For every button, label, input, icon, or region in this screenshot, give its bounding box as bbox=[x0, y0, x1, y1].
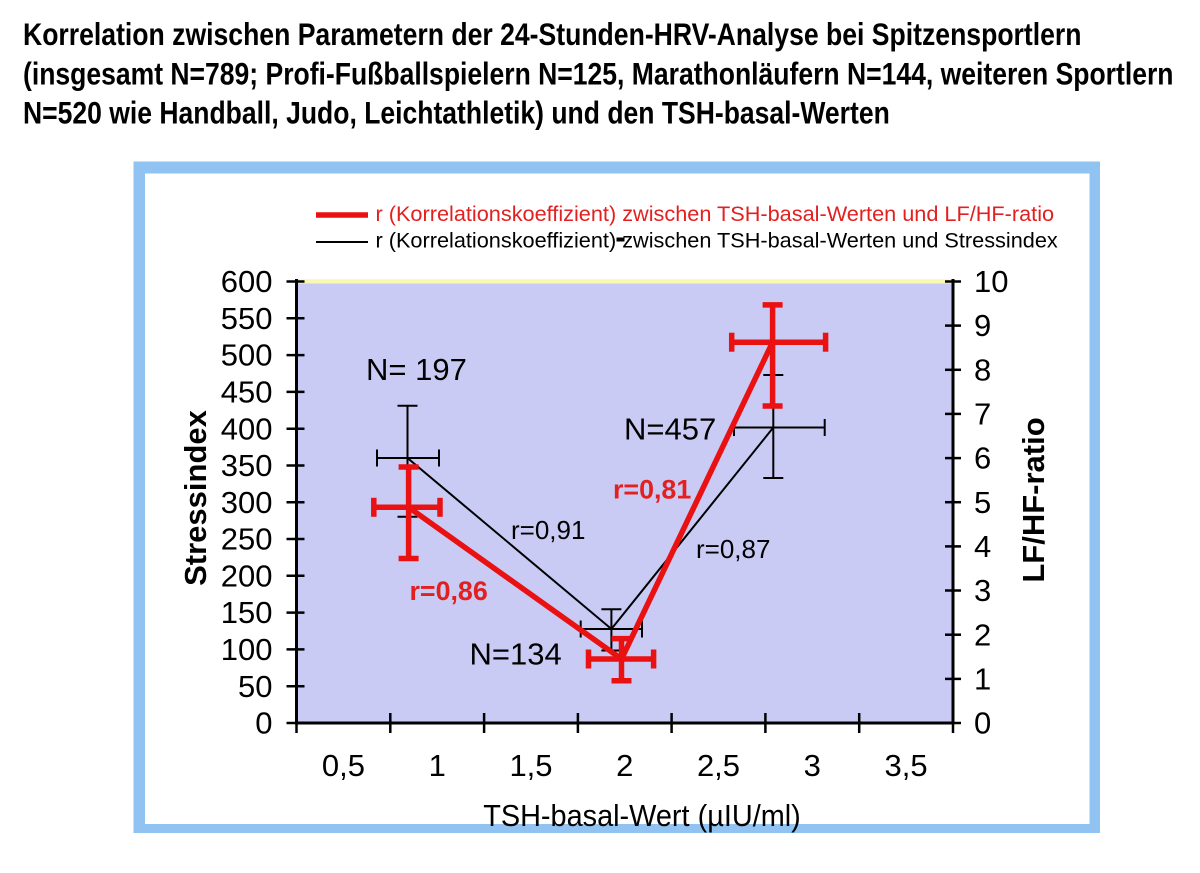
svg-text:N=134: N=134 bbox=[470, 636, 562, 671]
svg-text:550: 550 bbox=[221, 301, 273, 336]
svg-text:1: 1 bbox=[429, 748, 446, 783]
svg-text:9: 9 bbox=[974, 308, 991, 343]
svg-text:N= 197: N= 197 bbox=[366, 352, 467, 387]
svg-text:r=0,87: r=0,87 bbox=[696, 534, 770, 564]
svg-text:3,5: 3,5 bbox=[885, 748, 928, 783]
svg-text:TSH-basal-Wert (µIU/ml): TSH-basal-Wert (µIU/ml) bbox=[483, 798, 801, 833]
svg-text:N=457: N=457 bbox=[624, 411, 716, 446]
svg-text:8: 8 bbox=[974, 352, 991, 387]
svg-text:Korrelation zwischen Parameter: Korrelation zwischen Parametern der 24-S… bbox=[23, 16, 1082, 52]
svg-text:400: 400 bbox=[221, 411, 273, 446]
svg-text:6: 6 bbox=[974, 441, 991, 476]
svg-text:0,5: 0,5 bbox=[322, 748, 365, 783]
svg-text:2,5: 2,5 bbox=[697, 748, 740, 783]
svg-text:500: 500 bbox=[221, 338, 273, 373]
svg-text:1: 1 bbox=[974, 662, 991, 697]
svg-text:r=0,91: r=0,91 bbox=[511, 515, 585, 545]
svg-text:LF/HF-ratio: LF/HF-ratio bbox=[1016, 417, 1051, 582]
svg-text:3: 3 bbox=[974, 573, 991, 608]
svg-text:150: 150 bbox=[221, 595, 273, 630]
svg-text:2: 2 bbox=[974, 617, 991, 652]
svg-text:350: 350 bbox=[221, 448, 273, 483]
svg-text:250: 250 bbox=[221, 522, 273, 557]
svg-text:450: 450 bbox=[221, 375, 273, 410]
svg-text:200: 200 bbox=[221, 558, 273, 593]
svg-text:1,5: 1,5 bbox=[509, 748, 552, 783]
svg-text:r (Korrelationskoeffizient) zw: r (Korrelationskoeffizient) zwischen TSH… bbox=[376, 228, 1058, 253]
svg-text:50: 50 bbox=[238, 669, 272, 704]
svg-text:(insgesamt N=789; Profi-Fußbal: (insgesamt N=789; Profi-Fußballspielern … bbox=[23, 56, 1174, 92]
svg-text:r (Korrelationskoeffizient) zw: r (Korrelationskoeffizient) zwischen TSH… bbox=[376, 201, 1055, 226]
svg-text:r=0,86: r=0,86 bbox=[410, 576, 488, 606]
svg-text:0: 0 bbox=[974, 706, 991, 741]
svg-text:N=520 wie Handball, Judo, Leic: N=520 wie Handball, Judo, Leichtathletik… bbox=[23, 94, 890, 130]
svg-text:4: 4 bbox=[974, 529, 991, 564]
svg-text:10: 10 bbox=[974, 264, 1008, 299]
svg-text:Stressindex: Stressindex bbox=[178, 409, 213, 586]
svg-text:r=0,81: r=0,81 bbox=[613, 475, 691, 505]
svg-text:600: 600 bbox=[221, 264, 273, 299]
svg-text:100: 100 bbox=[221, 632, 273, 667]
svg-text:2: 2 bbox=[616, 748, 633, 783]
svg-text:5: 5 bbox=[974, 485, 991, 520]
svg-text:7: 7 bbox=[974, 397, 991, 432]
svg-text:0: 0 bbox=[255, 706, 272, 741]
svg-text:3: 3 bbox=[804, 748, 821, 783]
svg-text:300: 300 bbox=[221, 485, 273, 520]
